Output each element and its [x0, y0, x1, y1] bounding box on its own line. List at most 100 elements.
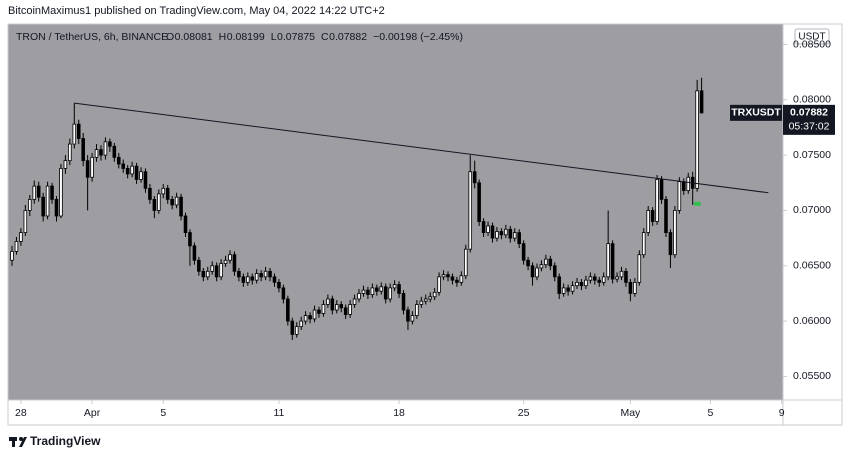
candle-body [94, 149, 99, 158]
candle-body [272, 276, 277, 283]
candle-body [468, 171, 473, 250]
candle-body [633, 281, 637, 294]
candle-body [232, 254, 237, 272]
candle-body [312, 309, 317, 320]
candle-body [610, 243, 615, 280]
candle-body [401, 293, 406, 311]
candle-body [148, 187, 152, 200]
candle-body [437, 276, 441, 293]
candle-body [277, 281, 281, 289]
price-axis [783, 24, 842, 400]
candle-body [566, 287, 570, 292]
legend-value: 0.08199 [227, 31, 265, 43]
candle-body [481, 221, 486, 233]
candle-body [108, 141, 112, 147]
candle-body [54, 198, 59, 217]
candle-body [10, 250, 14, 261]
unit-button[interactable] [794, 28, 830, 45]
brand: TradingView [9, 434, 101, 448]
candle-body [68, 143, 72, 162]
candle-body [486, 225, 490, 233]
candle-body [490, 225, 495, 239]
candle-body [179, 196, 183, 217]
logo-slash [19, 437, 27, 447]
countdown: 05:37:02 [789, 121, 830, 133]
candle-body [28, 198, 32, 211]
candle-body [85, 160, 90, 178]
candle-body [423, 298, 428, 302]
candle-body [361, 289, 366, 294]
candle-body [103, 141, 108, 156]
candle-body [464, 248, 468, 277]
candle-body [281, 287, 286, 300]
candle-body [392, 284, 397, 289]
candle-body [334, 304, 339, 311]
candle-body [646, 210, 650, 233]
candle-body [81, 138, 85, 162]
candle-body [561, 287, 566, 294]
candle-body [254, 273, 259, 281]
candle-body [330, 298, 335, 311]
candle-body [539, 264, 544, 269]
candle-body [628, 281, 633, 294]
candle-body [432, 291, 437, 298]
candle-body [286, 298, 290, 322]
candle-body [588, 276, 593, 281]
candle-body [419, 300, 424, 305]
candle-body [157, 193, 161, 211]
candle-body [241, 276, 246, 283]
candle-body [379, 286, 384, 292]
candle-body [339, 304, 344, 309]
candle-body [366, 289, 370, 295]
candle-body [90, 156, 94, 178]
candle-body [624, 270, 628, 283]
publisher-note: BitcoinMaximus1 published on TradingView… [8, 5, 385, 17]
candle-body [428, 296, 432, 300]
candle-body [415, 304, 419, 316]
candle-body [121, 163, 126, 169]
candle-body [130, 165, 134, 175]
candle-body [165, 187, 170, 200]
ohlc-legend: O 0.08081 H 0.08199 L 0.07875 C 0.07882 −0.00198… [166, 31, 463, 43]
candle-body [593, 276, 597, 281]
candle-body [450, 276, 455, 281]
candle-body [584, 279, 588, 287]
candle-body [170, 198, 174, 206]
symbol-tag [730, 104, 782, 121]
candle-body [655, 179, 659, 222]
x-tick-label: 5 [708, 407, 714, 419]
candle-body [219, 263, 223, 278]
y-tick-label: 0.08000 [793, 94, 831, 106]
price-tag [783, 104, 835, 135]
candle-body [14, 241, 19, 252]
x-tick-label: 18 [393, 407, 405, 419]
candle-body [441, 274, 446, 278]
candle-body [637, 254, 642, 283]
y-tick-label: 0.06000 [793, 315, 831, 327]
candle-body [352, 298, 357, 305]
candle-body [223, 259, 228, 264]
candle-body [544, 258, 548, 266]
candle-body [161, 187, 166, 195]
logo-stem [12, 437, 15, 447]
x-tick-label: 28 [15, 407, 27, 419]
candle-body [641, 232, 646, 256]
candle-body [294, 326, 299, 335]
x-tick-label: 25 [518, 407, 530, 419]
candle-body [677, 181, 682, 211]
candle-body [664, 198, 668, 233]
x-tick-label: 5 [160, 407, 166, 419]
candle-body [517, 232, 521, 245]
candle-body [299, 320, 303, 328]
y-tick-label: 0.07000 [793, 204, 831, 216]
candle-body [472, 171, 477, 184]
candle-body [259, 273, 263, 278]
unit-label[interactable]: USDT [798, 32, 825, 43]
candle-body [388, 287, 392, 300]
candle-body [139, 171, 143, 180]
candle-body [321, 304, 326, 314]
candle-body [45, 185, 50, 217]
candle-body [197, 259, 201, 272]
